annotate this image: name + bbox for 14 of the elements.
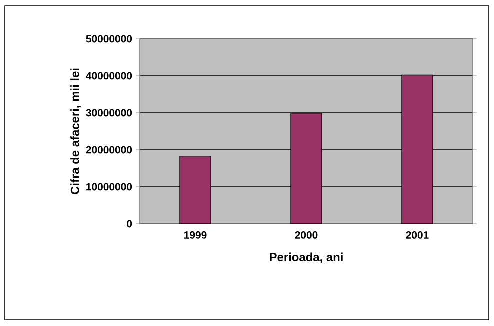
y-axis-title: Cifra de afaceri, mii lei (70, 68, 82, 194)
x-tick-label: 2001 (406, 232, 429, 239)
x-axis-title: Perioada, ani (270, 252, 343, 264)
bar (180, 156, 212, 224)
y-tick-label: 0 (127, 220, 132, 228)
y-tick-label: 30000000 (86, 109, 132, 117)
y-tick-label: 40000000 (86, 72, 132, 80)
x-tick-label: 2000 (295, 232, 318, 239)
x-tick-label: 1999 (184, 232, 207, 239)
y-tick-label: 10000000 (86, 183, 132, 191)
y-tick-label: 20000000 (86, 146, 132, 154)
y-tick-label: 50000000 (86, 35, 132, 43)
bar (402, 74, 434, 224)
bar (290, 113, 322, 224)
